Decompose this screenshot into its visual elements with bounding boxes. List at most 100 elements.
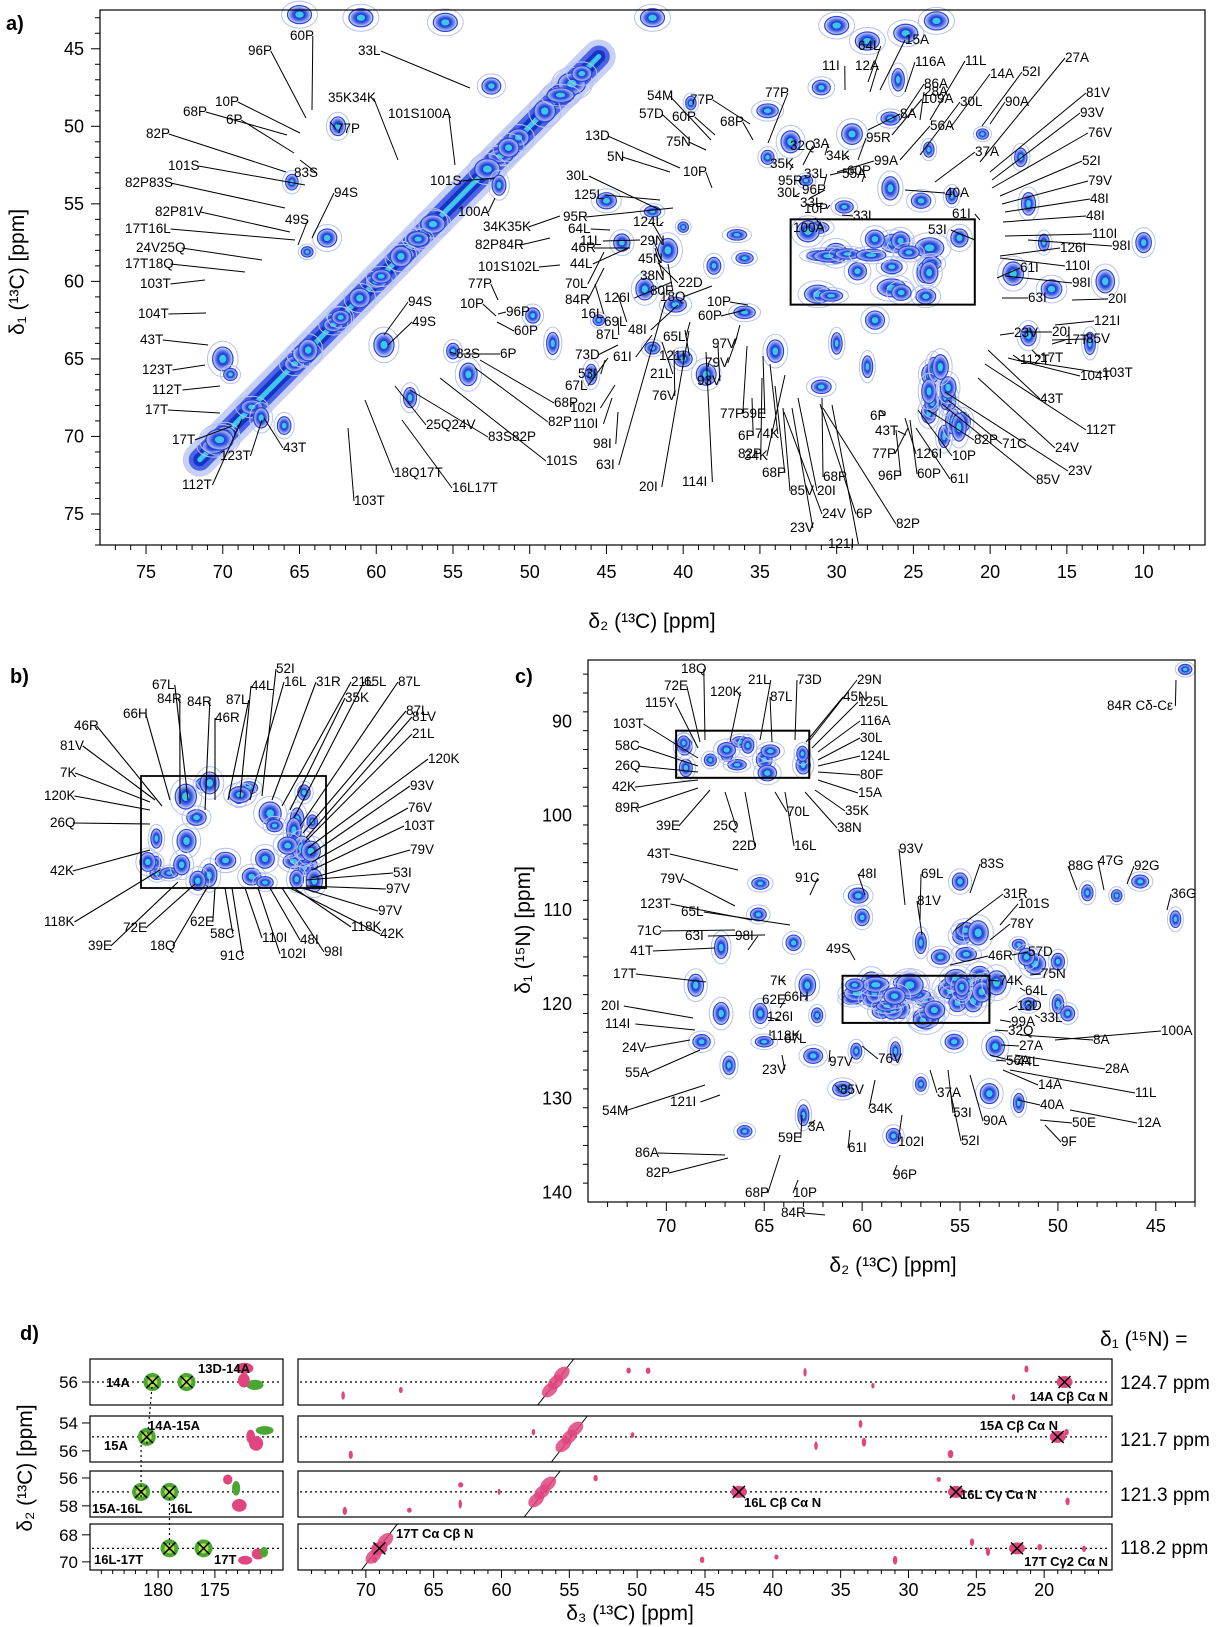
assignment-label: 3A xyxy=(813,136,830,151)
assignment-label: 87L xyxy=(406,703,429,718)
assignment-label: 61I xyxy=(952,206,971,221)
label-leader xyxy=(826,204,831,210)
cross-peak-center xyxy=(711,262,717,269)
assignment-label: 104T xyxy=(138,306,169,321)
assignment-label: 84R Cδ-Cε xyxy=(1107,698,1173,713)
label-leader xyxy=(644,1039,691,1049)
y-tick-label: 120 xyxy=(542,994,572,1014)
label-leader xyxy=(703,911,791,926)
side-peak xyxy=(231,1480,241,1496)
x-tick-label: 25 xyxy=(966,1580,986,1600)
assignment-label: 76V xyxy=(652,388,676,403)
boxed-peak-center xyxy=(291,826,297,835)
side-peak xyxy=(235,1362,254,1374)
label-leader xyxy=(592,247,629,265)
assignment-label: 118K xyxy=(770,1028,801,1043)
label-leader xyxy=(899,125,931,161)
cross-peak-center xyxy=(801,1111,806,1119)
cross-peak-contour xyxy=(1047,948,1069,975)
label-leader xyxy=(635,1023,696,1031)
diagonal-ridge xyxy=(182,39,616,477)
assignment-label: 62E xyxy=(762,992,786,1007)
label-leader xyxy=(867,45,882,83)
assignment-label: 71C xyxy=(637,923,662,938)
diagonal-peak-center xyxy=(397,252,405,261)
y-axis-label: δ₁ (¹³C) [ppm] xyxy=(6,209,29,335)
cross-peak-center xyxy=(323,234,331,242)
assignment-label: 32Q xyxy=(790,138,816,153)
assignment-label: 48I xyxy=(1090,191,1109,206)
cross-peak-center xyxy=(918,1081,923,1087)
cross-peak-center xyxy=(890,1133,896,1139)
assignment-label: 56A xyxy=(930,118,954,133)
label-leader xyxy=(791,407,814,529)
inset-peak-contour xyxy=(793,742,812,766)
assignment-label: 34K xyxy=(826,148,850,163)
assignment-label: 6P xyxy=(870,408,887,423)
label-leader xyxy=(793,179,801,182)
label-leader xyxy=(587,267,605,301)
label-leader xyxy=(305,872,394,881)
x-tick-label: 35 xyxy=(831,1580,851,1600)
label-leader xyxy=(1044,1124,1062,1143)
assignment-label: 35K xyxy=(845,803,869,818)
strip-label: 14A xyxy=(106,1375,130,1390)
assignment-label: 59E xyxy=(742,406,766,421)
x-tick-label: 30 xyxy=(898,1580,918,1600)
label-leader xyxy=(204,701,211,811)
cross-peak-center xyxy=(289,179,295,185)
assignment-label: 97V xyxy=(386,881,410,896)
cross-peak-center xyxy=(937,954,944,960)
assignment-label: 46R xyxy=(215,710,240,725)
assignment-label: 85V xyxy=(1086,331,1110,346)
boxed-peak-center xyxy=(883,1004,891,1008)
label-leader xyxy=(999,160,1083,197)
cross-peak-center xyxy=(407,394,413,402)
assignment-label: 7K xyxy=(770,973,787,988)
cross-mark xyxy=(1057,1375,1072,1389)
boxed-peak-contour xyxy=(185,866,211,896)
assignment-label: 98I xyxy=(593,436,612,451)
assignment-label: 21L xyxy=(351,674,374,689)
assignment-label: 126I xyxy=(767,1009,793,1024)
assignment-label: 10P xyxy=(215,94,239,109)
assignment-label: 11L xyxy=(1135,1085,1157,1100)
x-tick-label: 45 xyxy=(1146,1216,1166,1236)
cross-peak-contour xyxy=(847,1038,866,1064)
label-leader xyxy=(929,1069,938,1094)
label-leader xyxy=(897,1114,903,1143)
assignment-label: 17T xyxy=(1040,350,1063,365)
cross-peak-center xyxy=(809,1053,817,1059)
cross-peak-contour xyxy=(454,357,482,392)
label-leader xyxy=(1027,239,1113,247)
cross-peak-contour xyxy=(827,1077,858,1101)
cross-peak-center xyxy=(740,310,749,315)
cross-peak-contour xyxy=(488,169,510,201)
assignment-label: 93V xyxy=(410,778,434,793)
assignment-label: 102I xyxy=(280,946,306,961)
cross-peak-contour xyxy=(609,229,635,257)
label-leader xyxy=(311,807,409,863)
assignment-label: 66H xyxy=(784,989,809,1004)
diagonal-peak-center xyxy=(291,361,299,367)
cross-peak-contour xyxy=(325,111,350,141)
assignment-label: 85V xyxy=(840,1082,864,1097)
assignment-label: 43T xyxy=(647,846,670,861)
assignment-label: 28A xyxy=(924,84,948,99)
assignment-label: 35K34K xyxy=(328,90,376,105)
cross-peak-contour xyxy=(887,19,925,48)
assignment-label: 52I xyxy=(1022,64,1041,79)
label-leader xyxy=(651,221,664,242)
assignment-label: 75N xyxy=(666,134,691,149)
cross-peak-contour xyxy=(781,930,806,955)
label-leader xyxy=(682,285,713,298)
label-leader xyxy=(1051,339,1066,345)
noise-peak xyxy=(858,1420,863,1428)
label-leader xyxy=(834,1084,841,1091)
boxed-peak-center xyxy=(284,842,292,849)
noise-peak xyxy=(969,1538,975,1546)
zoom-box xyxy=(789,218,976,306)
label-leader xyxy=(394,385,427,426)
cross-peak-contour xyxy=(794,968,821,1002)
assignment-label: 100A xyxy=(458,204,490,219)
